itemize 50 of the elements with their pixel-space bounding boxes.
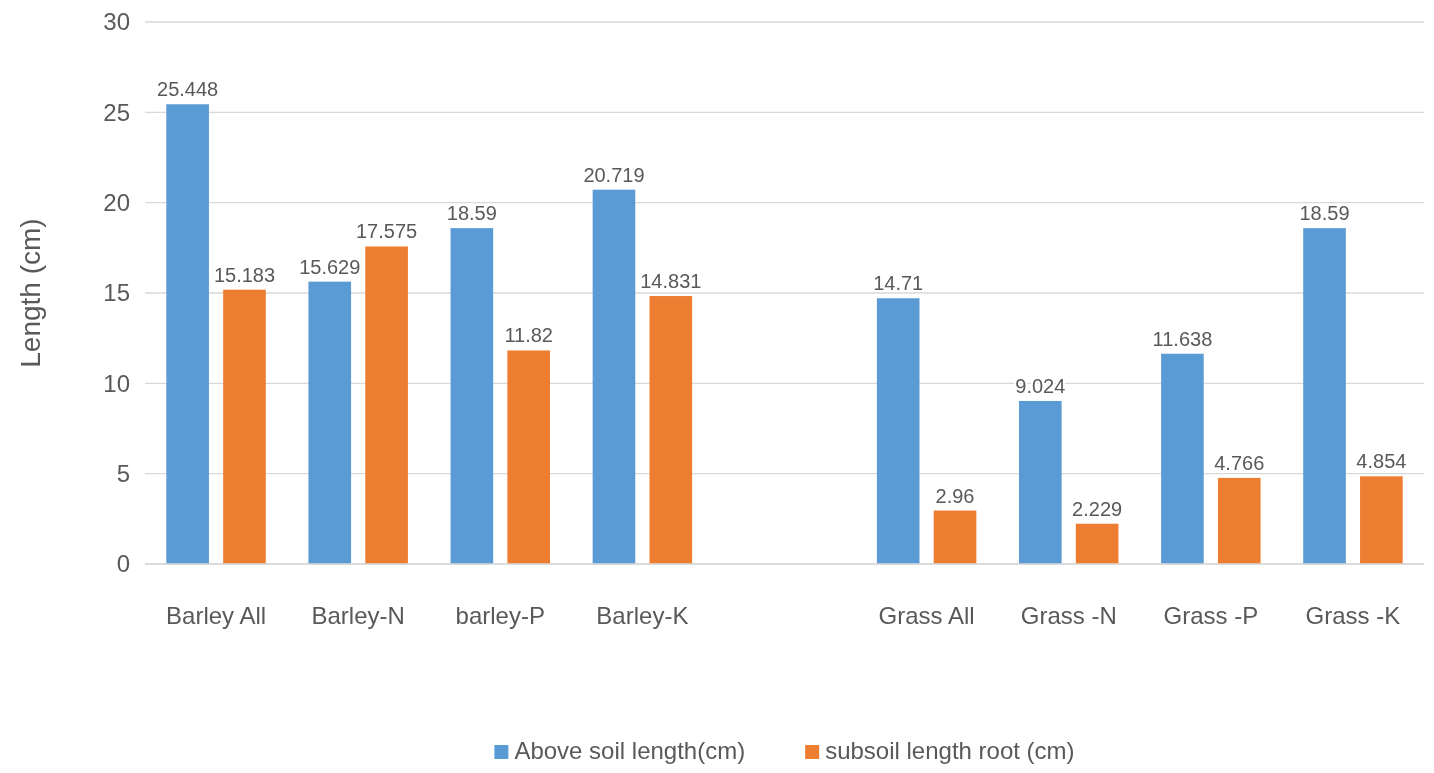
y-tick-label: 25 [103,98,130,126]
data-label: 18.59 [446,202,497,225]
bar [450,228,494,564]
y-tick-label: 10 [103,369,130,397]
y-tick-label: 20 [103,188,130,216]
x-tick-label: Grass -N [1020,602,1117,629]
bar [649,296,693,564]
bar [1217,477,1261,564]
bar [592,189,636,564]
data-label: 9.024 [1015,374,1066,397]
data-label: 20.719 [583,163,645,186]
data-label: 14.831 [640,270,702,293]
data-label: 18.59 [1299,202,1350,225]
data-label: 14.71 [873,272,924,295]
bar [166,104,209,564]
x-tick-label: Grass All [878,602,975,629]
x-tick-label: Barley All [166,602,267,629]
legend-label: subsoil length root (cm) [825,737,1075,764]
data-label: 15.629 [299,255,361,278]
bar [933,510,977,564]
y-axis-title: Length (cm) [15,218,46,368]
data-label: 2.229 [1072,497,1123,520]
data-label: 2.96 [935,484,975,507]
bar [365,246,408,564]
data-label: 4.766 [1214,451,1265,474]
x-tick-label: Barley-K [596,602,689,629]
data-label: 25.448 [157,78,219,101]
bar [1303,228,1346,564]
y-tick-label: 5 [116,459,130,487]
y-tick-label: 30 [103,8,130,36]
y-tick-label: 15 [103,279,130,307]
x-tick-label: Barley-N [311,602,405,629]
bar [308,281,352,564]
x-tick-label: Grass -P [1163,602,1259,629]
data-label: 15.183 [213,263,276,286]
bar [1018,400,1062,564]
bar [876,298,920,564]
data-label: 17.575 [356,220,418,243]
bar [1161,353,1204,564]
data-label: 4.854 [1356,450,1407,473]
x-tick-label: Grass -K [1305,602,1401,629]
bar [507,350,551,564]
data-label: 11.82 [504,324,553,347]
data-label: 11.638 [1152,327,1213,350]
bar [1075,523,1119,564]
bar [223,289,266,564]
x-tick-label: barley-P [455,602,545,629]
legend-label: Above soil length(cm) [514,737,746,764]
bar [1360,476,1403,564]
y-tick-label: 0 [116,550,130,578]
